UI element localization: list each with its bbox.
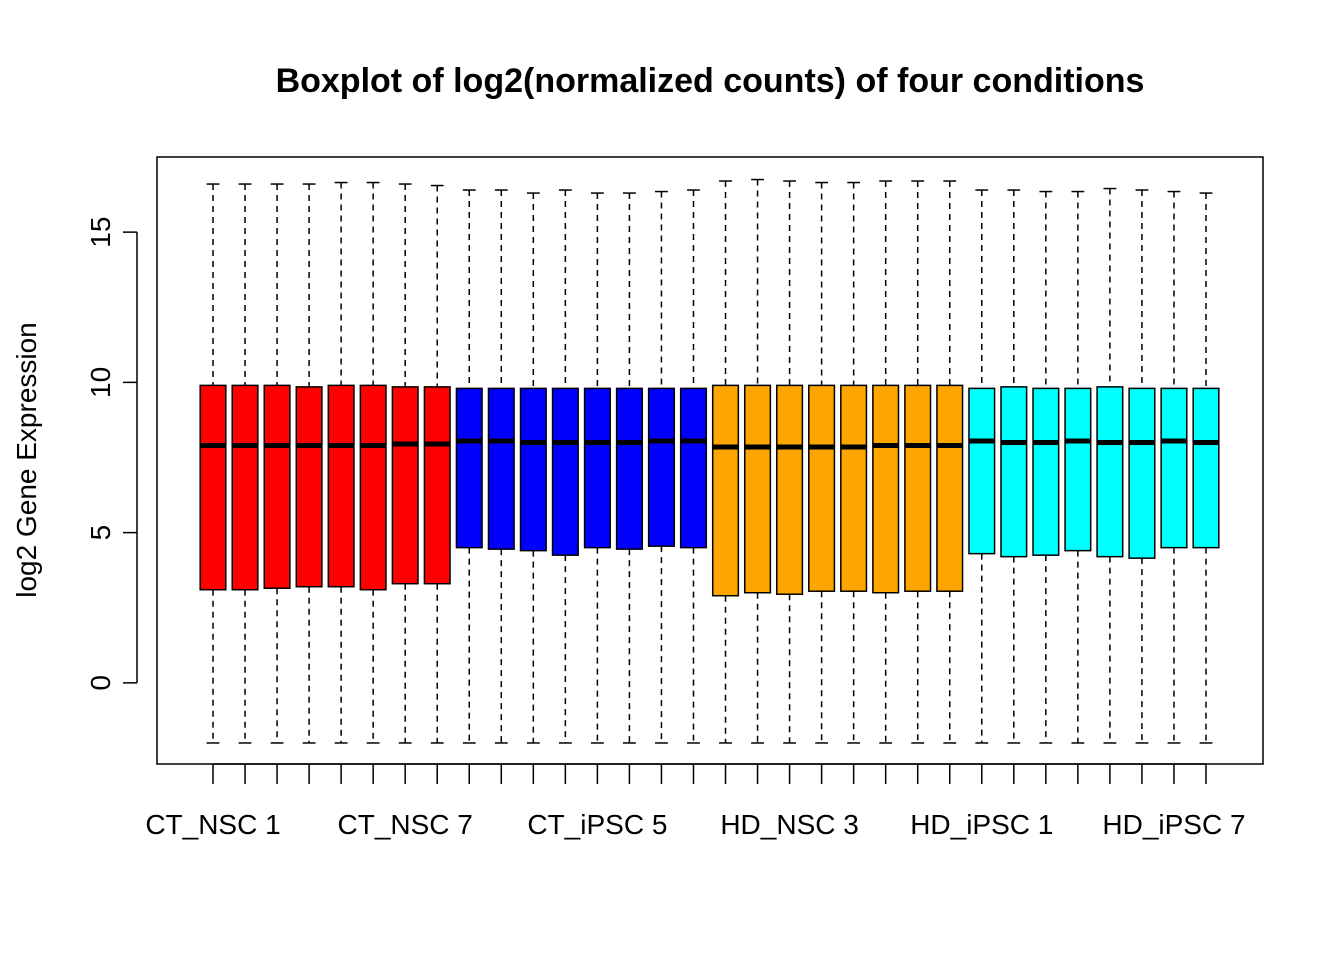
- box-27: [1032, 190, 1060, 744]
- box-body: [936, 384, 964, 592]
- box-body: [327, 384, 355, 588]
- box-body: [1192, 387, 1220, 549]
- box-body: [904, 384, 932, 592]
- x-tick-label: CT_iPSC 5: [527, 809, 667, 840]
- box-14: [615, 192, 643, 744]
- y-tick-label: 0: [85, 675, 116, 691]
- y-axis-label: log2 Gene Expression: [11, 322, 42, 598]
- x-tick-label: HD_iPSC 7: [1102, 809, 1245, 840]
- box-2: [231, 183, 259, 744]
- box-9: [455, 189, 483, 744]
- y-axis: 0 5 10 15: [85, 217, 138, 691]
- y-tick-label: 15: [85, 217, 116, 248]
- box-7: [391, 183, 419, 744]
- x-tick-label: CT_NSC 1: [145, 809, 280, 840]
- box-body: [423, 386, 451, 585]
- box-body: [487, 387, 515, 550]
- box-20: [808, 181, 836, 744]
- box-body: [840, 384, 868, 592]
- box-body: [583, 387, 611, 549]
- box-body: [743, 384, 772, 594]
- box-body: [1096, 386, 1124, 558]
- box-25: [968, 189, 996, 744]
- box-body: [968, 387, 996, 555]
- box-body: [263, 384, 291, 589]
- box-body: [808, 384, 836, 592]
- chart-title: Boxplot of log2(normalized counts) of fo…: [276, 62, 1145, 100]
- box-body: [295, 386, 323, 588]
- box-body: [391, 386, 419, 585]
- box-body: [199, 384, 227, 591]
- box-29: [1096, 187, 1124, 744]
- box-12: [551, 189, 579, 744]
- box-body: [359, 384, 387, 591]
- box-8: [423, 184, 451, 744]
- x-tick-label: HD_NSC 3: [720, 809, 858, 840]
- box-body: [679, 387, 708, 549]
- box-body: [647, 387, 676, 547]
- box-24: [936, 180, 964, 744]
- x-axis: CT_NSC 1 CT_NSC 7 CT_iPSC 5 HD_NSC 3 HD_iPSC…: [145, 763, 1246, 840]
- box-body: [615, 387, 643, 550]
- y-tick-label: 5: [85, 525, 116, 541]
- box-4: [295, 183, 323, 744]
- x-tick-label: HD_iPSC 1: [910, 809, 1053, 840]
- y-tick-label: 10: [85, 367, 116, 398]
- box-body: [519, 387, 547, 552]
- box-21: [840, 181, 868, 744]
- box-body: [711, 384, 740, 597]
- box-15: [647, 190, 676, 744]
- box-31: [1160, 190, 1188, 744]
- box-3: [263, 183, 291, 744]
- box-16: [679, 189, 708, 744]
- box-11: [519, 192, 547, 744]
- box-body: [1128, 387, 1156, 559]
- x-tick-label: CT_NSC 7: [338, 809, 473, 840]
- box-30: [1128, 189, 1156, 744]
- box-body: [455, 387, 483, 549]
- box-19: [776, 180, 804, 744]
- box-body: [872, 384, 900, 594]
- box-body: [1064, 387, 1092, 552]
- box-6: [359, 181, 387, 744]
- box-17: [711, 180, 740, 744]
- box-body: [1160, 387, 1188, 549]
- box-10: [487, 189, 515, 744]
- box-26: [1000, 189, 1028, 744]
- chart-marks: [199, 178, 1220, 744]
- box-18: [743, 178, 772, 744]
- box-23: [904, 180, 932, 744]
- box-22: [872, 180, 900, 744]
- box-body: [776, 384, 804, 595]
- box-body: [551, 387, 579, 556]
- box-32: [1192, 192, 1220, 744]
- box-body: [1000, 386, 1028, 558]
- box-1: [199, 183, 227, 744]
- box-body: [1032, 387, 1060, 556]
- box-body: [231, 384, 259, 591]
- box-5: [327, 181, 355, 744]
- box-13: [583, 192, 611, 744]
- box-28: [1064, 190, 1092, 744]
